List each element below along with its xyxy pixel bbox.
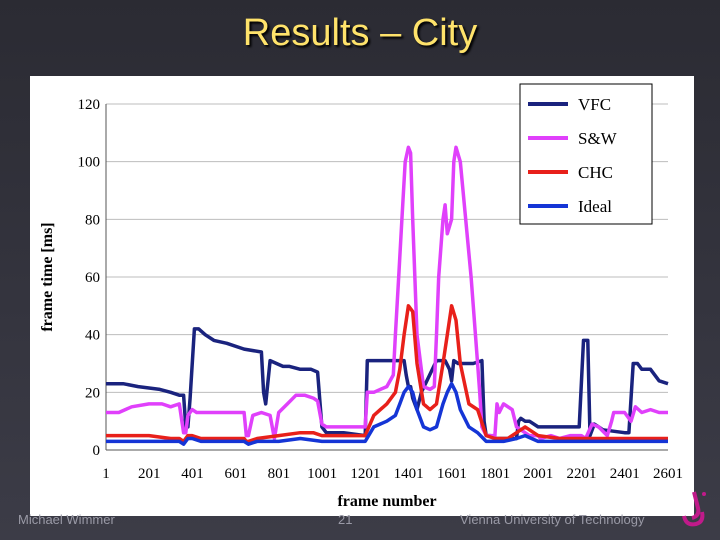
x-tick-label: 1801 (480, 466, 510, 482)
x-tick-label: 601 (224, 466, 247, 482)
series-line-chc (106, 304, 668, 444)
legend-label: CHC (578, 163, 613, 182)
y-tick-label: 100 (78, 155, 101, 171)
legend-label: S&W (578, 129, 618, 148)
series-line-s-w (106, 145, 668, 441)
x-tick-label: 2401 (610, 466, 640, 482)
x-tick-label: 2601 (653, 466, 683, 482)
y-tick-label: 80 (85, 212, 100, 228)
legend-box (519, 83, 653, 225)
y-tick-label: 60 (85, 270, 100, 286)
y-axis-label: frame time [ms] (39, 222, 56, 331)
x-tick-label: 801 (268, 466, 291, 482)
footer-author: Michael Wimmer (18, 512, 115, 527)
x-tick-label: 1401 (394, 466, 424, 482)
footer-page-number: 21 (338, 512, 353, 527)
x-tick-label: 401 (181, 466, 204, 482)
x-tick-label: 1 (102, 466, 110, 482)
footer-organization: Vienna University of Technology (460, 512, 645, 527)
x-axis-label: frame number (337, 493, 436, 510)
y-tick-label: 20 (85, 385, 100, 401)
x-tick-label: 201 (138, 466, 161, 482)
legend: VFC S&W CHC Ideal (519, 83, 653, 225)
x-tick-label: 1601 (437, 466, 467, 482)
series-line-ideal (106, 381, 668, 446)
x-tick-label: 1001 (307, 466, 337, 482)
x-tick-label: 2001 (523, 466, 553, 482)
university-logo-icon (682, 491, 706, 527)
x-tick-label: 2201 (567, 466, 597, 482)
slide-title: Results – City (242, 12, 478, 54)
chart-panel: 0 20 40 60 80 100 120 1 201 401 601 801 1001 1201 1401… (30, 76, 694, 516)
series-line-vfc (106, 327, 669, 441)
y-tick-label: 0 (93, 443, 101, 459)
y-tick-label: 120 (78, 97, 101, 113)
y-tick-label: 40 (85, 328, 100, 344)
x-tick-label: 1201 (350, 466, 380, 482)
legend-label: VFC (578, 95, 611, 114)
legend-label: Ideal (578, 197, 612, 216)
